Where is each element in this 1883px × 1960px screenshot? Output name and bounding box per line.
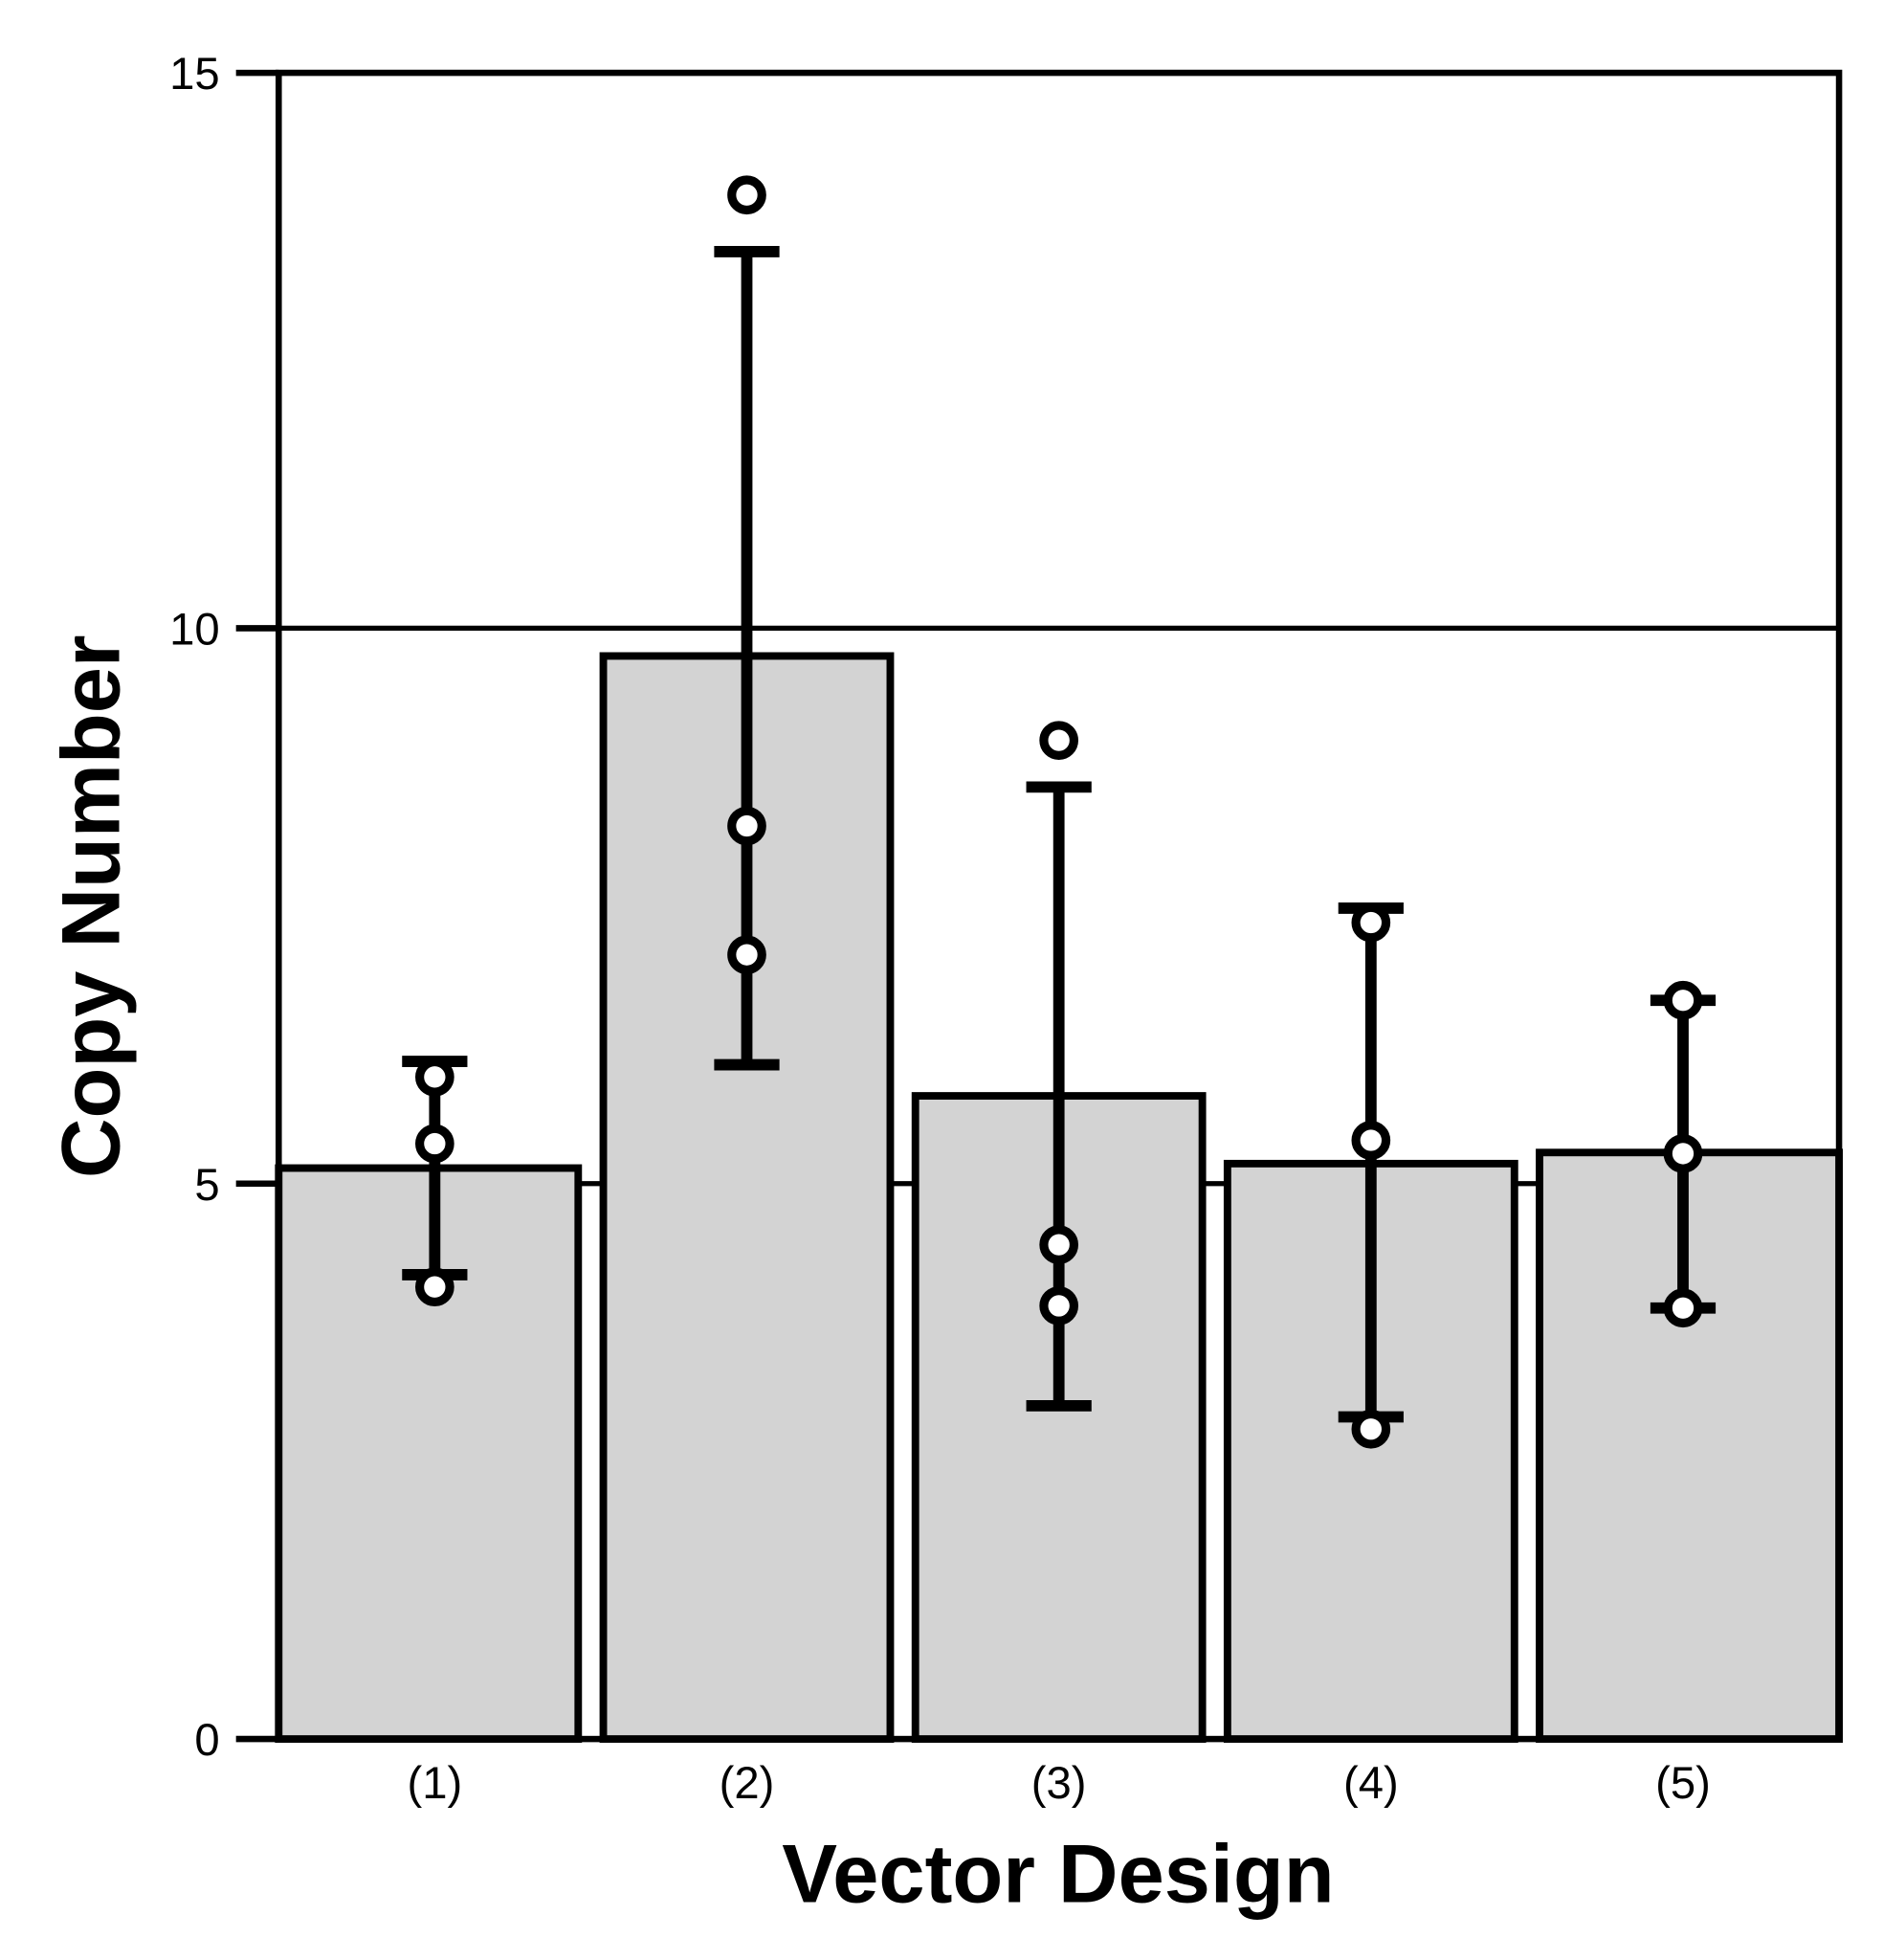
- y-tick-label: 15: [169, 49, 220, 100]
- x-tick-label: (5): [1655, 1758, 1711, 1809]
- y-tick-label: 5: [194, 1160, 219, 1211]
- data-point: [727, 175, 766, 215]
- x-tick-label: (4): [1343, 1758, 1399, 1809]
- x-tick-label: (3): [1031, 1758, 1087, 1809]
- x-axis-title: Vector Design: [782, 1829, 1334, 1921]
- y-tick-label: 0: [194, 1715, 219, 1766]
- data-point: [1663, 1288, 1703, 1328]
- data-point: [1351, 1409, 1391, 1449]
- data-point: [727, 935, 766, 974]
- y-tick-label: 10: [169, 604, 220, 655]
- x-tick-label: (1): [407, 1758, 462, 1809]
- x-tick-label: (2): [720, 1758, 775, 1809]
- data-point: [727, 806, 766, 846]
- data-point: [1663, 1134, 1703, 1173]
- data-point: [415, 1267, 454, 1307]
- plot-frame: [275, 69, 1843, 1743]
- data-point: [1039, 1286, 1079, 1325]
- data-point: [1351, 1121, 1391, 1160]
- data-point: [1039, 1225, 1079, 1264]
- data-point: [1039, 721, 1079, 760]
- y-axis-title: Copy Number: [46, 635, 138, 1178]
- data-point: [415, 1057, 454, 1097]
- data-point: [1663, 980, 1703, 1020]
- bar: [275, 1164, 583, 1744]
- data-point: [415, 1124, 454, 1164]
- bar: [1536, 1148, 1844, 1744]
- data-point: [1351, 902, 1391, 943]
